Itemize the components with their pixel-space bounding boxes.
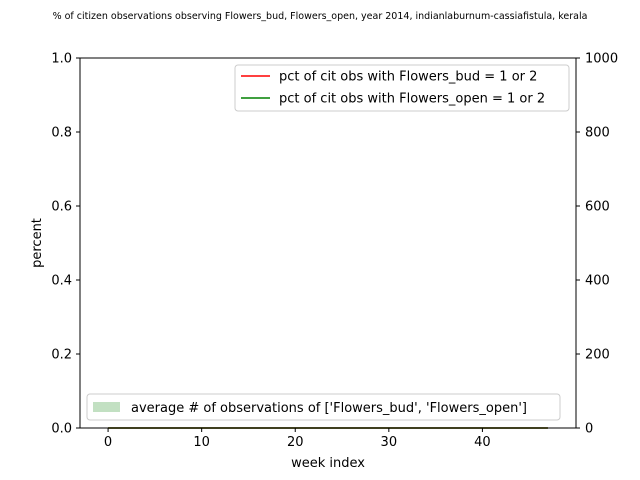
chart-title: % of citizen observations observing Flow…: [53, 11, 588, 22]
legend-label-avg-observations: average # of observations of ['Flowers_b…: [131, 401, 527, 416]
y-tick-label: 1.0: [51, 52, 72, 67]
y-axis-ticks: 0.0 0.2 0.4 0.6 0.8 1.0: [51, 52, 80, 437]
x-axis-label: week index: [291, 456, 365, 471]
y2-tick-label: 200: [585, 348, 610, 363]
legend-label-flowers-open: pct of cit obs with Flowers_open = 1 or …: [279, 92, 545, 107]
legend-swatch-avg-observations: [93, 402, 120, 412]
x-tick-label: 0: [104, 435, 112, 450]
y2-tick-label: 600: [585, 200, 610, 215]
plot-frame: [79, 57, 577, 429]
x-tick-label: 30: [381, 435, 398, 450]
y2-tick-label: 1000: [585, 52, 618, 67]
y-tick-label: 0.0: [51, 422, 72, 437]
y-tick-label: 0.8: [51, 126, 72, 141]
y2-tick-label: 400: [585, 274, 610, 289]
x-tick-label: 20: [287, 435, 304, 450]
x-axis-ticks: 0 10 20 30 40: [104, 428, 491, 450]
y2-axis-ticks: 0 200 400 600 800 1000: [576, 52, 618, 437]
x-tick-label: 10: [193, 435, 210, 450]
legend-lower: average # of observations of ['Flowers_b…: [86, 393, 561, 421]
y-axis-label: percent: [30, 218, 45, 268]
y-tick-label: 0.6: [51, 200, 72, 215]
legend-label-flowers-bud: pct of cit obs with Flowers_bud = 1 or 2: [279, 70, 537, 85]
legend-upper: pct of cit obs with Flowers_bud = 1 or 2…: [234, 64, 570, 112]
x-tick-label: 40: [474, 435, 491, 450]
y-tick-label: 0.4: [51, 274, 72, 289]
y2-tick-label: 800: [585, 126, 610, 141]
legend-upper-frame: [234, 64, 570, 112]
y-tick-label: 0.2: [51, 348, 72, 363]
legend-lower-frame: [86, 393, 561, 421]
y2-tick-label: 0: [585, 422, 593, 437]
